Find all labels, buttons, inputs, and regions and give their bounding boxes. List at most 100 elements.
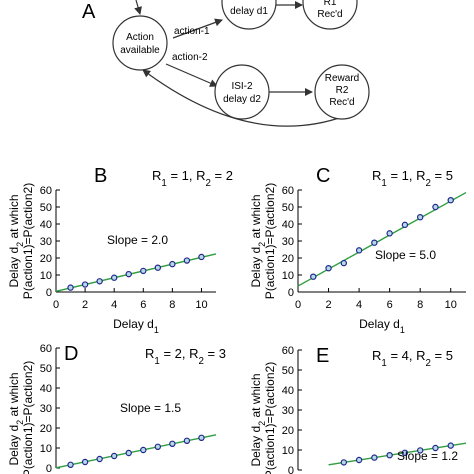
condition-label-part: R <box>196 168 205 183</box>
condition-label-part: = 1, <box>167 168 196 183</box>
condition-label-part: = 1, <box>387 168 416 183</box>
panel-letter-e: E <box>316 345 329 367</box>
edge-action-1 <box>172 18 223 39</box>
y-axis-label-line-1: Delay d2 at which <box>7 194 25 287</box>
data-point <box>386 452 393 459</box>
condition-label-part: 1 <box>381 358 386 369</box>
data-point <box>198 434 205 441</box>
y-tick-label: 0 <box>288 465 294 474</box>
condition-label-part: 1 <box>154 356 159 367</box>
y-tick-label: 40 <box>282 385 294 397</box>
node-r1-line-1: R1 <box>324 0 337 8</box>
edge-label-action-1: action-1 <box>174 26 210 37</box>
x-tick-label: 4 <box>356 299 362 311</box>
y-tick-label: 40 <box>40 219 52 231</box>
data-point <box>96 278 103 285</box>
data-point <box>432 203 439 211</box>
condition-label-part: = 3 <box>204 346 226 361</box>
x-tick-label: 4 <box>111 299 117 311</box>
node-action-line-2: available <box>120 45 160 56</box>
node-reward-1: R1 Rec'd <box>302 0 358 30</box>
node-isi2-line-2: delay d2 <box>223 94 261 105</box>
x-tick-label: 8 <box>417 299 423 311</box>
y-axis-label-line-2: P(action1)=P(action2) <box>21 361 35 474</box>
y-tick-label: 30 <box>40 236 52 248</box>
y-axis-label-line-1-part: Delay d <box>249 426 263 467</box>
condition-label-part: 2 <box>426 178 431 189</box>
y-axis-label-line-1-part: at which <box>7 372 21 419</box>
data-point <box>432 444 439 452</box>
y-tick-label: 10 <box>40 270 52 282</box>
data-point <box>416 213 424 221</box>
data-point <box>140 446 147 454</box>
x-tick-label: 10 <box>445 299 457 311</box>
condition-label-part: = 4, <box>387 348 416 363</box>
y-tick-label: 30 <box>40 403 52 415</box>
condition-label-part: R <box>145 346 154 361</box>
y-axis-label-line-1-part: 2 <box>15 242 25 247</box>
x-tick-label: 0 <box>53 299 59 311</box>
node-isi1-line-1: delay d1 <box>230 6 268 17</box>
data-point <box>355 456 363 464</box>
data-point <box>140 267 147 275</box>
data-point <box>447 442 454 449</box>
condition-label-part: R <box>416 348 425 363</box>
y-tick-label: 60 <box>282 185 294 197</box>
condition-label-part: 2 <box>426 358 431 369</box>
data-point <box>96 455 103 463</box>
fit-line <box>55 434 217 469</box>
data-point <box>340 459 348 466</box>
y-axis-label-line-1-part: 2 <box>257 421 267 426</box>
condition-label-part: 1 <box>381 178 386 189</box>
panel-letter-a: A <box>82 1 96 23</box>
y-tick-label: 50 <box>40 202 52 214</box>
data-point <box>183 257 191 264</box>
node-r2-line-1: Reward <box>325 73 359 84</box>
data-point <box>169 440 176 447</box>
node-isi2-line-1: ISI-2 <box>231 81 253 92</box>
x-tick-label: 8 <box>169 299 175 311</box>
x-tick-label: 2 <box>82 299 88 311</box>
y-axis-label-line-1-part: Delay d <box>7 425 21 466</box>
y-axis-label-line-2: P(action1)=P(action2) <box>21 183 35 299</box>
x-tick-label: 10 <box>195 299 207 311</box>
y-tick-label: 40 <box>282 219 294 231</box>
y-axis-label-line-1-part: 2 <box>257 242 267 247</box>
condition-label: R1 = 2, R2 = 3 <box>145 346 226 367</box>
data-point <box>169 260 176 268</box>
data-point <box>371 454 378 461</box>
data-point <box>67 284 74 291</box>
y-tick-label: 30 <box>282 236 294 248</box>
slope-label: Slope = 1.5 <box>120 401 181 415</box>
data-point <box>401 221 409 229</box>
y-tick-label: 50 <box>40 363 52 375</box>
condition-label-part: = 5 <box>431 348 453 363</box>
slope-label: Slope = 5.0 <box>375 248 436 262</box>
data-point <box>340 259 348 267</box>
y-tick-label: 0 <box>288 287 294 299</box>
condition-label-part: 2 <box>206 178 211 189</box>
y-tick-label: 40 <box>40 383 52 395</box>
data-point <box>81 458 89 466</box>
y-tick-label: 20 <box>40 423 52 435</box>
y-axis-label-line-1-part: Delay d <box>7 247 21 288</box>
edge-action-2 <box>165 63 218 87</box>
y-tick-label: 0 <box>46 463 52 474</box>
node-isi-2: ISI-2 delay d2 <box>214 64 270 120</box>
y-tick-label: 20 <box>282 425 294 437</box>
condition-label-part: R <box>372 168 381 183</box>
y-tick-label: 60 <box>40 185 52 197</box>
condition-label-part: R <box>372 348 381 363</box>
data-point <box>125 449 132 457</box>
data-point <box>325 265 332 272</box>
y-axis-label-line-1-part: at which <box>249 194 263 241</box>
y-tick-label: 20 <box>282 253 294 265</box>
x-axis-label-part: 1 <box>154 325 159 335</box>
y-axis-label-line-1-part: at which <box>7 194 21 241</box>
y-tick-label: 30 <box>282 405 294 417</box>
fit-line <box>297 191 467 287</box>
fit-line <box>55 253 217 293</box>
x-axis-label-part: Delay d <box>113 317 154 331</box>
